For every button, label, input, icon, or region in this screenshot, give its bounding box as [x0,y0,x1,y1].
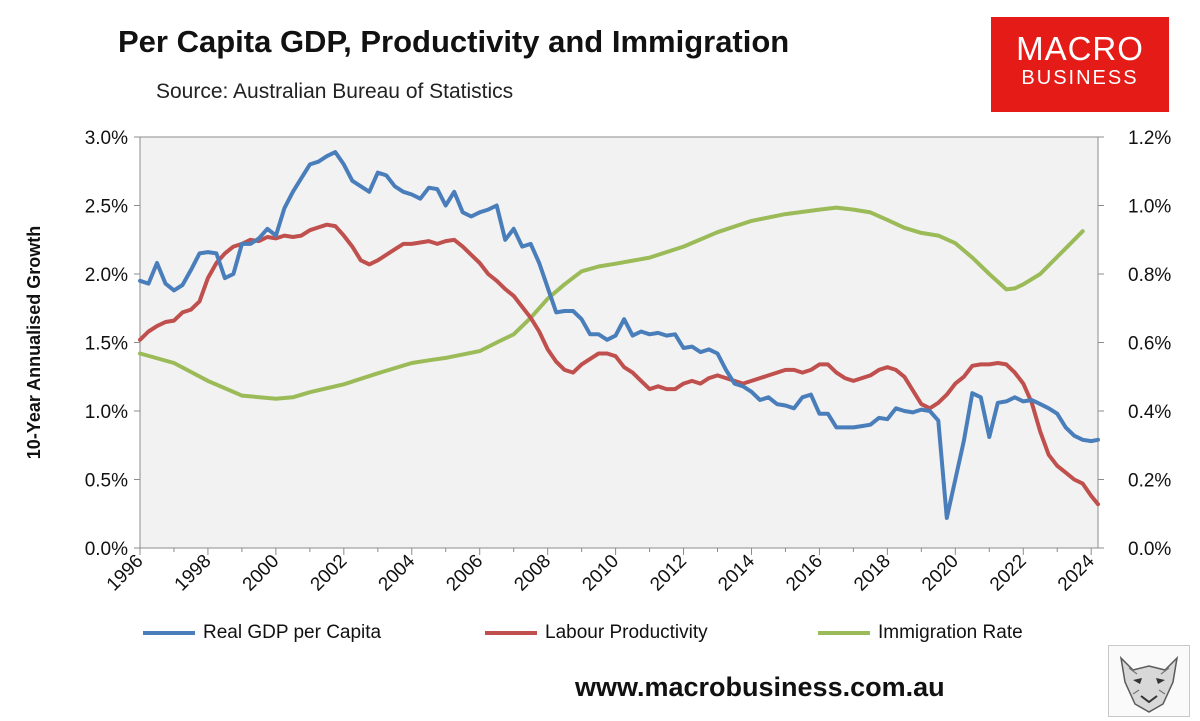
y2-tick-label: 0.0% [1128,539,1171,560]
x-tick-label: 1998 [171,551,216,596]
y2-tick-label: 1.2% [1128,128,1171,149]
y-tick-label: 1.0% [85,402,128,423]
legend-item-gdp: Real GDP per Capita [143,622,381,644]
y-tick-label: 2.5% [85,197,128,218]
macrobusiness-logo: MACRO BUSINESS [991,17,1169,112]
series-line-immigration [138,205,1085,401]
legend-item-productivity: Labour Productivity [485,622,708,644]
y-tick-label: 0.0% [85,539,128,560]
x-tick-label: 2004 [375,550,420,595]
wolf-icon [1108,645,1190,717]
x-tick-label: 2020 [918,551,963,596]
legend-label-immigration: Immigration Rate [878,622,1023,643]
x-tick-label: 2014 [714,550,759,595]
y2-tick-label: 0.6% [1128,334,1171,355]
y-tick-label: 2.0% [85,265,128,286]
series-line-gdp [138,150,1100,520]
legend-swatch-gdp [143,631,195,635]
x-tick-label: 2010 [578,551,623,596]
series-line-productivity [138,222,1100,507]
legend-label-productivity: Labour Productivity [545,622,708,643]
y-tick-label: 0.5% [85,471,128,492]
y2-tick-label: 0.4% [1128,402,1171,423]
x-tick-label: 2000 [239,551,284,596]
x-tick-label: 2012 [646,551,691,596]
chart-subtitle: Source: Australian Bureau of Statistics [156,80,514,103]
website-url: www.macrobusiness.com.au [575,672,945,702]
x-tick-label: 2022 [986,551,1031,596]
y-axis-title: 10-Year Annualised Growth [24,226,44,459]
x-tick-label: 2006 [443,551,488,596]
y-tick-label: 1.5% [85,334,128,355]
y2-tick-label: 0.2% [1128,471,1171,492]
y-tick-label: 3.0% [85,128,128,149]
x-tick-label: 2024 [1054,550,1099,595]
legend-swatch-immigration [818,631,870,635]
chart-title: Per Capita GDP, Productivity and Immigra… [118,24,790,59]
x-tick-label: 2016 [782,551,827,596]
plot-area [139,136,1099,549]
x-tick-label: 2002 [307,551,352,596]
y2-tick-label: 1.0% [1128,197,1171,218]
legend-swatch-productivity [485,631,537,635]
x-tick-label: 2018 [850,551,895,596]
legend-item-immigration: Immigration Rate [818,622,1023,644]
y2-tick-label: 0.8% [1128,265,1171,286]
brand-line-business: BUSINESS [1021,67,1139,89]
x-tick-label: 2008 [510,551,555,596]
brand-line-macro: MACRO [1016,30,1144,67]
legend-label-gdp: Real GDP per Capita [203,622,382,643]
